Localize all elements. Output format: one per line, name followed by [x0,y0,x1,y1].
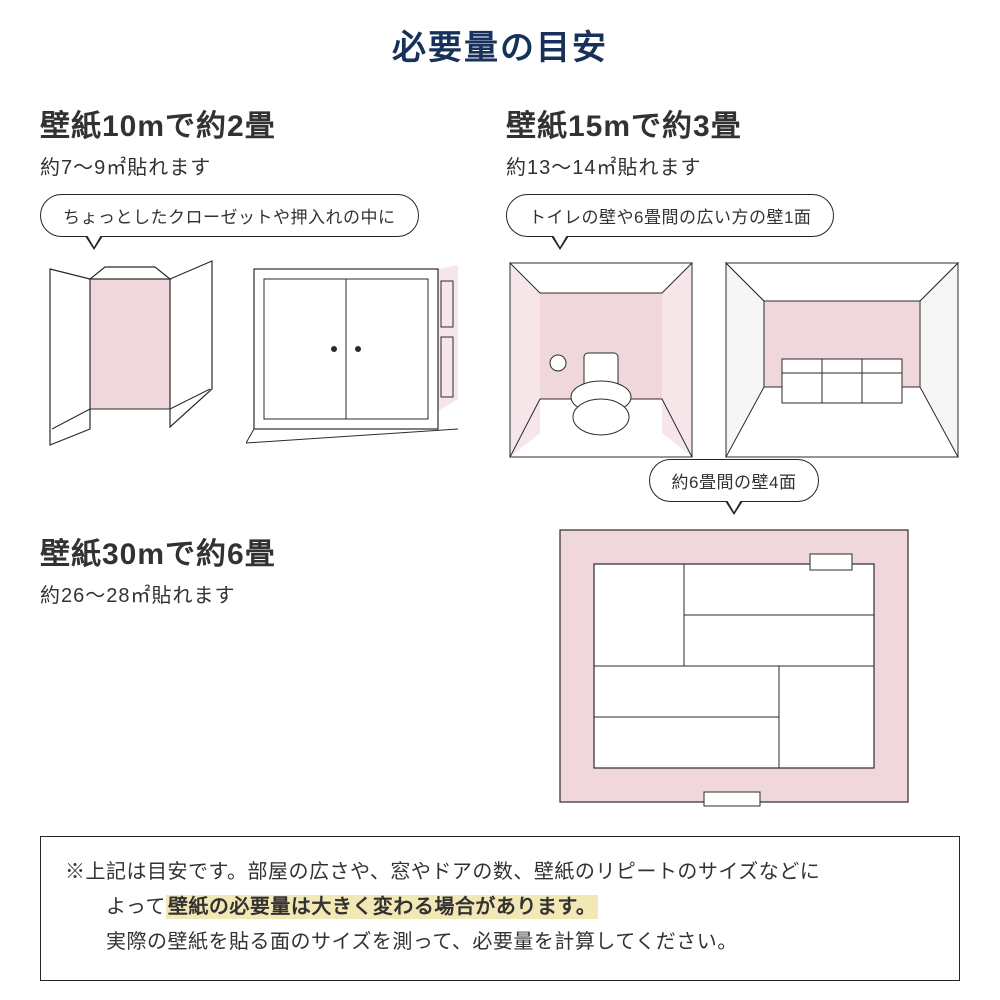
speech-bubble: 約6畳間の壁4面 [649,459,820,502]
panel-30m-illustration: 約6畳間の壁4面 [506,459,962,814]
notice-text: よって [65,896,166,918]
closet-open-icon [40,259,220,449]
speech-bubble: ちょっとしたクローゼットや押入れの中に [40,194,419,237]
room-one-wall-icon [722,259,962,459]
room-floorplan-icon [554,524,914,814]
notice-line-1: ※上記は目安です。部屋の広さや、窓やドアの数、壁紙のリピートのサイズなどに [65,855,935,890]
illustration-row-15m [506,259,962,459]
illustration-30m [506,524,962,814]
notice-text: ※上記は目安です。部屋の広さや、窓やドアの数、壁紙のリピートのサイズなどに [65,861,820,883]
notice-highlight: 壁紙の必要量は大きく変わる場合があります。 [166,895,599,919]
panel-sub: 約13〜14㎡貼れます [506,151,962,180]
toilet-room-icon [506,259,696,459]
notice-box: ※上記は目安です。部屋の広さや、窓やドアの数、壁紙のリピートのサイズなどに よっ… [40,836,960,981]
panel-sub: 約7〜9㎡貼れます [40,151,466,180]
panels-grid: 壁紙10mで約2畳 約7〜9㎡貼れます ちょっとしたクローゼットや押入れの中に [40,101,960,814]
panel-heading: 壁紙30mで約6畳 [40,529,466,573]
panel-heading: 壁紙15mで約3畳 [506,101,962,145]
illustration-row-10m [40,259,466,449]
page-title: 必要量の目安 [40,20,960,69]
panel-15m: 壁紙15mで約3畳 約13〜14㎡貼れます トイレの壁や6畳間の広い方の壁1面 [506,101,962,459]
panel-sub: 約26〜28㎡貼れます [40,579,466,608]
notice-line-2: よって壁紙の必要量は大きく変わる場合があります。 [65,890,935,925]
panel-heading: 壁紙10mで約2畳 [40,101,466,145]
wallpaper-amount-guide: 必要量の目安 壁紙10mで約2畳 約7〜9㎡貼れます ちょっとしたクローゼットや… [0,0,1000,1000]
panel-10m: 壁紙10mで約2畳 約7〜9㎡貼れます ちょっとしたクローゼットや押入れの中に [40,101,466,459]
closet-sliding-icon [246,259,466,449]
panel-30m: 壁紙30mで約6畳 約26〜28㎡貼れます [40,459,466,814]
notice-line-3: 実際の壁紙を貼る面のサイズを測って、必要量を計算してください。 [65,925,935,960]
speech-bubble: トイレの壁や6畳間の広い方の壁1面 [506,194,834,237]
